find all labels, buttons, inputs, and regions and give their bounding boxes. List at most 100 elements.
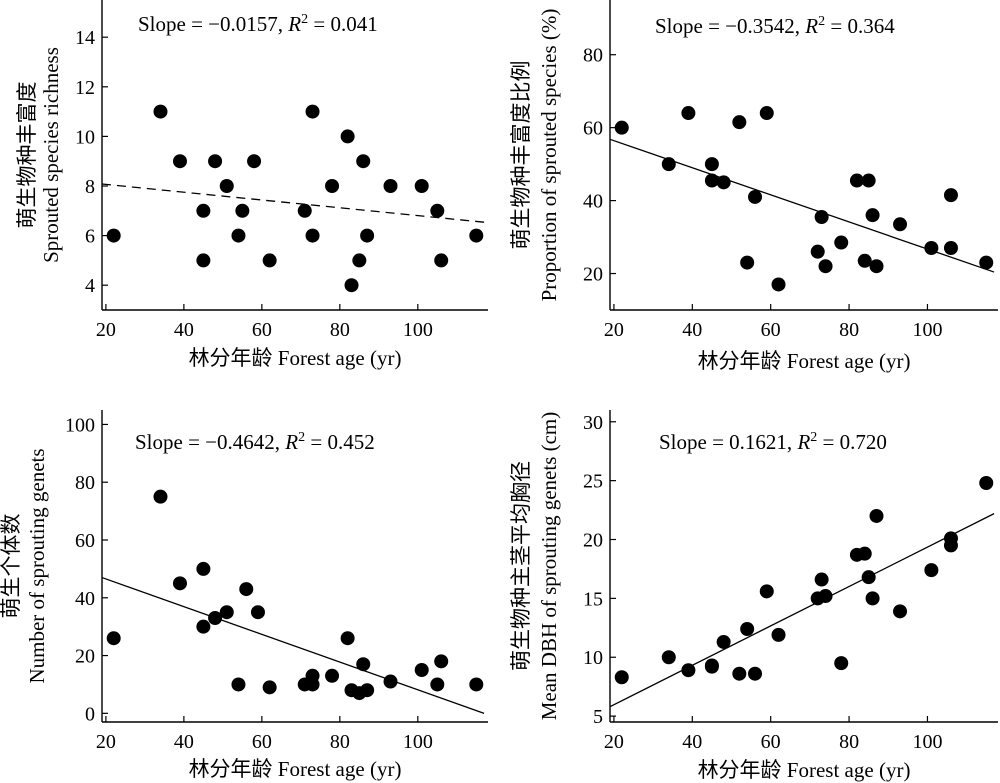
y-tick-label: 12 <box>75 77 95 99</box>
annotation-slope: Slope = −0.0157, <box>138 12 288 36</box>
data-point <box>153 489 168 504</box>
y-tick-label: 80 <box>75 472 95 494</box>
data-point <box>732 115 747 130</box>
y-axis-label-en: Number of sprouting genets <box>25 448 49 683</box>
data-point <box>814 210 829 224</box>
data-point <box>356 657 371 672</box>
y-axis-label-en: Mean DBH of sprouting genets (cm) <box>537 412 561 721</box>
data-point <box>430 203 445 218</box>
data-point <box>208 154 223 169</box>
x-tick-label: 80 <box>330 319 350 341</box>
data-point <box>172 154 187 169</box>
data-point <box>893 604 908 619</box>
x-tick-label: 40 <box>174 731 194 753</box>
y-tick-label: 6 <box>85 226 95 248</box>
annotation-r-symbol: R <box>284 430 298 454</box>
data-point <box>106 631 121 646</box>
data-point <box>740 255 755 270</box>
data-point <box>857 546 872 561</box>
x-tick-label: 100 <box>403 731 433 753</box>
annotation-superscript: 2 <box>818 14 825 29</box>
data-point <box>861 173 876 188</box>
x-axis-label: 林分年龄 Forest age (yr) <box>698 349 911 373</box>
x-tick-label: 80 <box>839 731 859 753</box>
data-point <box>818 589 833 604</box>
x-tick-label: 20 <box>96 319 116 341</box>
data-point <box>865 591 880 606</box>
y-tick-label: 60 <box>75 530 95 552</box>
x-tick-label: 100 <box>912 731 942 753</box>
x-tick-label: 40 <box>682 731 702 753</box>
data-point <box>231 677 246 692</box>
x-tick-label: 20 <box>604 319 624 341</box>
data-point <box>814 572 829 587</box>
data-point <box>239 582 254 597</box>
data-point <box>305 228 320 243</box>
x-tick-label: 20 <box>604 731 624 753</box>
y-tick-label: 30 <box>583 412 603 434</box>
data-point <box>196 203 211 218</box>
data-point <box>869 259 884 274</box>
data-point <box>661 157 676 172</box>
annotation-r-symbol: R <box>796 430 810 454</box>
y-tick-label: 100 <box>65 414 95 436</box>
data-point <box>356 154 371 169</box>
annotation-r2-value: = 0.364 <box>825 14 895 38</box>
data-point <box>340 631 355 646</box>
x-tick-label: 60 <box>761 731 781 753</box>
data-point <box>704 173 719 188</box>
data-point <box>893 217 908 232</box>
data-point <box>704 157 719 172</box>
data-point <box>943 241 958 255</box>
data-point <box>740 621 755 636</box>
regression-annotation: Slope = −0.0157, R2 = 0.041 <box>138 12 378 36</box>
data-point <box>430 677 445 692</box>
data-point <box>861 570 876 585</box>
data-point <box>262 253 277 268</box>
data-point <box>849 173 864 188</box>
data-point <box>681 106 696 121</box>
data-point <box>305 677 320 692</box>
data-point <box>834 235 849 250</box>
annotation-r2-value: = 0.452 <box>305 430 375 454</box>
data-point <box>469 677 484 692</box>
y-tick-label: 40 <box>75 588 95 610</box>
annotation-r2-value: = 0.041 <box>308 12 378 36</box>
data-point <box>219 179 234 193</box>
x-tick-label: 20 <box>96 731 116 753</box>
data-point <box>414 179 429 193</box>
data-point <box>106 228 121 243</box>
data-point <box>924 241 939 255</box>
annotation-superscript: 2 <box>810 430 817 445</box>
regression-annotation: Slope = −0.3542, R2 = 0.364 <box>655 14 895 38</box>
x-axis-label: 林分年龄 Forest age (yr) <box>189 757 402 781</box>
regression-annotation: Slope = 0.1621, R2 = 0.720 <box>659 430 887 454</box>
data-point <box>325 668 340 683</box>
data-point <box>235 203 250 218</box>
data-point <box>172 576 187 591</box>
data-point <box>943 531 958 546</box>
y-tick-label: 0 <box>85 703 95 725</box>
data-point <box>231 228 246 243</box>
regression-line <box>609 513 995 708</box>
annotation-slope: Slope = −0.3542, <box>655 14 805 38</box>
y-tick-label: 10 <box>75 126 95 148</box>
data-point <box>434 654 449 669</box>
data-point <box>434 253 449 268</box>
data-point <box>305 104 320 119</box>
panel-sprouted-species-richness: 20 40 60 80 100 4 6 8 10 12 14 林分年龄 Forest age (yr)… <box>15 0 488 370</box>
x-tick-label: 60 <box>252 319 272 341</box>
data-point <box>810 244 825 259</box>
annotation-r-symbol: R <box>804 14 818 38</box>
data-point <box>340 129 355 144</box>
x-tick-label: 60 <box>252 731 272 753</box>
data-point <box>219 605 234 620</box>
annotation-r-symbol: R <box>287 12 301 36</box>
data-point <box>352 253 367 268</box>
data-point <box>661 650 676 665</box>
x-tick-label: 60 <box>761 319 781 341</box>
data-point <box>196 561 211 576</box>
data-point <box>748 666 763 681</box>
data-point <box>834 656 849 671</box>
data-point <box>732 666 747 681</box>
